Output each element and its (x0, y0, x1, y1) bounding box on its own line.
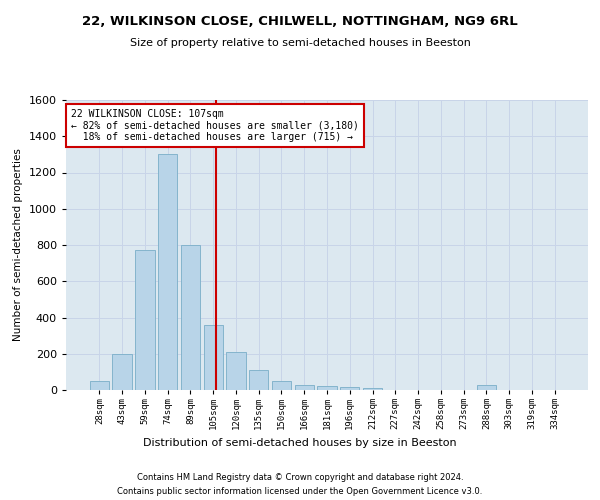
Text: Distribution of semi-detached houses by size in Beeston: Distribution of semi-detached houses by … (143, 438, 457, 448)
Bar (295, 384, 314, 390)
Bar (249, 370, 268, 390)
Bar (181, 245, 200, 390)
Text: 22 WILKINSON CLOSE: 107sqm
← 82% of semi-detached houses are smaller (3,180)
  1: 22 WILKINSON CLOSE: 107sqm ← 82% of semi… (71, 108, 359, 142)
Bar (317, 386, 337, 390)
Bar (112, 354, 132, 390)
Bar (203, 325, 223, 390)
Y-axis label: Number of semi-detached properties: Number of semi-detached properties (13, 148, 23, 342)
Bar (90, 381, 109, 390)
Bar (363, 388, 382, 390)
Bar (158, 154, 178, 390)
Text: Contains public sector information licensed under the Open Government Licence v3: Contains public sector information licen… (118, 486, 482, 496)
Text: Contains HM Land Registry data © Crown copyright and database right 2024.: Contains HM Land Registry data © Crown c… (137, 473, 463, 482)
Text: 22, WILKINSON CLOSE, CHILWELL, NOTTINGHAM, NG9 6RL: 22, WILKINSON CLOSE, CHILWELL, NOTTINGHA… (82, 15, 518, 28)
Bar (135, 250, 155, 390)
Text: Size of property relative to semi-detached houses in Beeston: Size of property relative to semi-detach… (130, 38, 470, 48)
Bar (226, 352, 245, 390)
Bar (272, 381, 291, 390)
Bar (340, 388, 359, 390)
Bar (476, 384, 496, 390)
